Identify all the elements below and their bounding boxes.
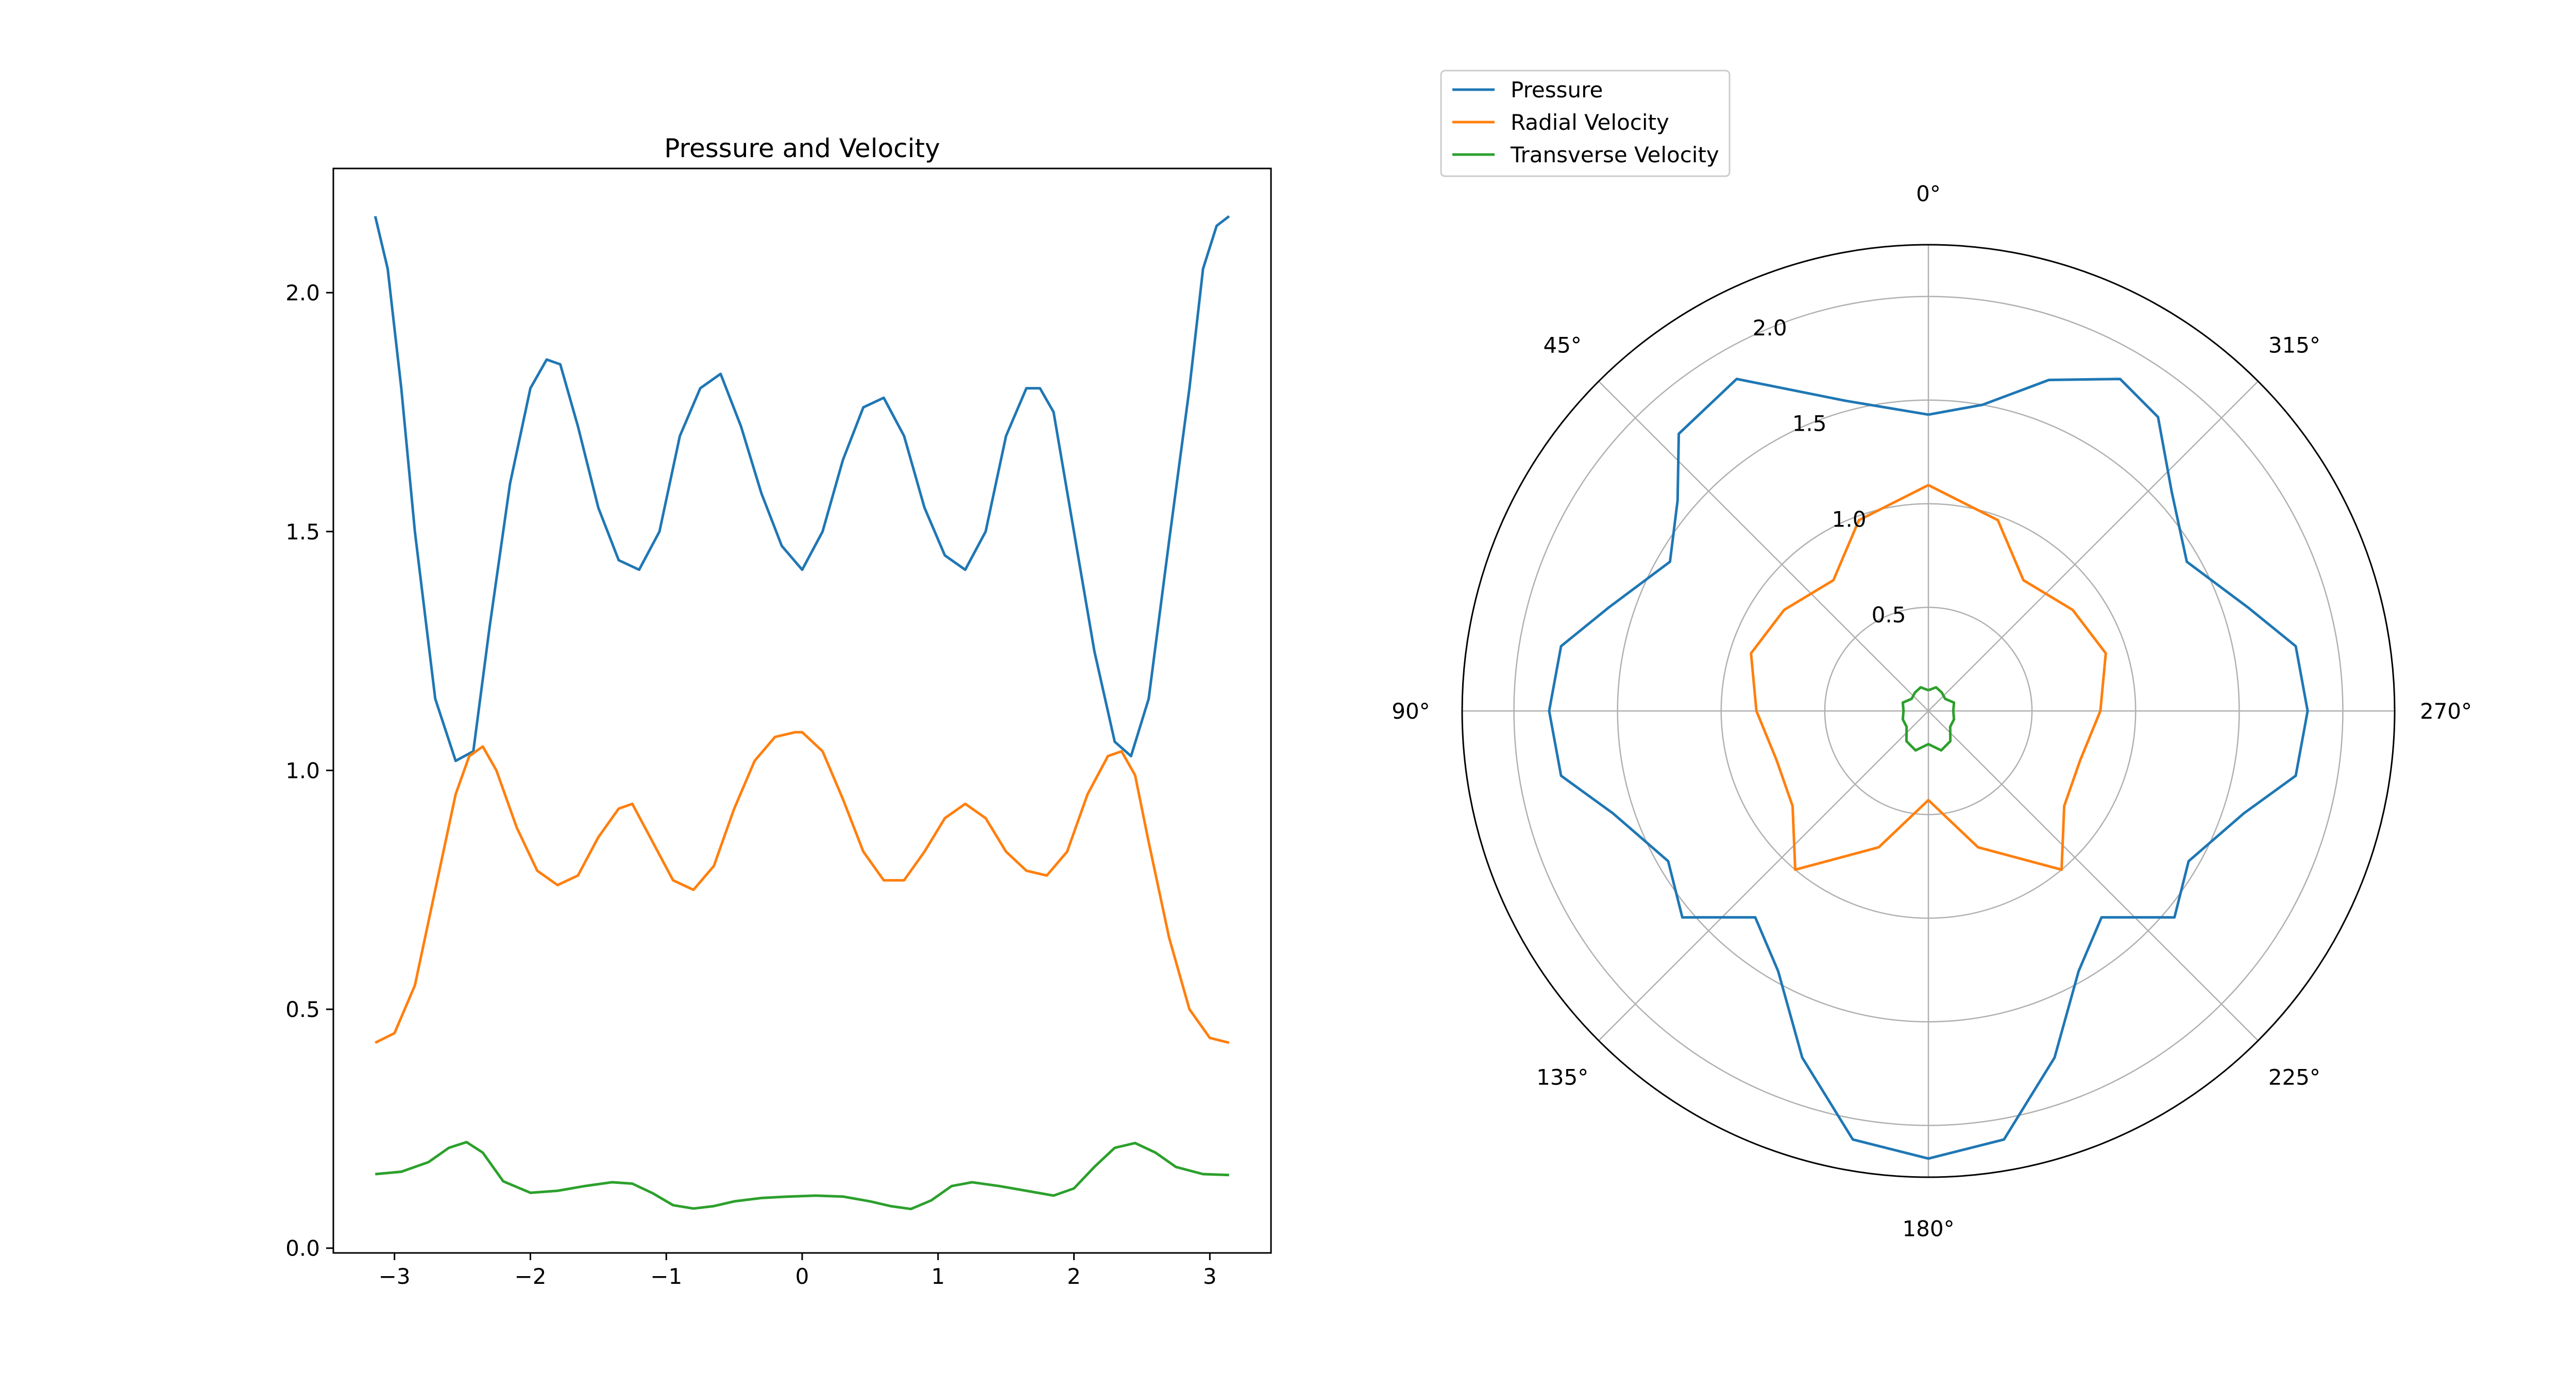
x-tick-label: 0: [795, 1264, 809, 1289]
angle-tick-label: 180°: [1902, 1216, 1954, 1242]
y-tick-label: 0.5: [285, 997, 320, 1022]
polar-grid: [1462, 245, 2395, 1177]
polar-series-1: [1548, 378, 2309, 1160]
plot-frame: [332, 167, 1272, 1254]
angle-tick-label: 45°: [1543, 333, 1581, 358]
angle-tick-labels: 0° 45° 90° 135° 180° 225° 270° 315°: [1392, 181, 2472, 1241]
chart-title: Pressure and Velocity: [664, 133, 940, 163]
x-axis-ticks: −3 −2 −1 0 1 2 3: [379, 1253, 1217, 1289]
angular-grid-line: [1928, 381, 2259, 711]
x-tick-label: 2: [1067, 1264, 1081, 1289]
line-series-1: [374, 215, 1230, 762]
x-tick-label: 1: [931, 1264, 945, 1289]
legend-box: [1440, 70, 1731, 177]
legend-items: Pressure Radial Velocity Transverse Veloci…: [1452, 77, 1719, 167]
angle-tick-label: 0°: [1916, 181, 1941, 206]
line-series-3: [375, 1141, 1229, 1211]
angular-grid-line: [1598, 381, 1929, 711]
angle-tick-label: 225°: [2268, 1064, 2320, 1090]
legend-label: Radial Velocity: [1511, 110, 1669, 135]
polar-chart: 0.5 1.0 1.5 2.0 0° 45° 90° 135° 180° 225° 270° 315…: [1392, 181, 2472, 1241]
radial-tick-label: 2.0: [1753, 315, 1787, 341]
legend-label: Transverse Velocity: [1510, 142, 1719, 167]
polar-series-3: [1901, 686, 1956, 752]
polar-series-2: [1750, 484, 2107, 871]
radial-tick-label: 1.5: [1792, 411, 1827, 436]
line-series-2: [375, 731, 1230, 1044]
line-plot-area: [374, 215, 1230, 1211]
line-chart: Pressure and Velocity −3 −2 −1 0 1 2 3 0.0 0.5 1…: [285, 133, 1272, 1289]
polar-outer-ring: [1461, 244, 2396, 1178]
angle-tick-label: 135°: [1536, 1064, 1588, 1090]
x-tick-label: −2: [515, 1264, 547, 1289]
y-axis-ticks: 0.0 0.5 1.0 1.5 2.0: [285, 280, 333, 1261]
y-tick-label: 2.0: [285, 280, 320, 306]
y-tick-label: 1.5: [285, 519, 320, 545]
angle-tick-label: 90°: [1392, 699, 1430, 724]
angular-grid-line: [1598, 710, 1929, 1041]
y-tick-label: 1.0: [285, 758, 320, 783]
legend-label: Pressure: [1511, 77, 1603, 103]
angular-grid-line: [1928, 710, 2259, 1041]
angle-tick-label: 315°: [2268, 333, 2320, 358]
legend: Pressure Radial Velocity Transverse Veloci…: [1440, 70, 1731, 177]
x-tick-label: 3: [1203, 1264, 1217, 1289]
angle-tick-label: 270°: [2420, 699, 2472, 724]
radial-tick-label: 1.0: [1832, 506, 1867, 532]
polar-series: [1548, 378, 2309, 1160]
x-tick-label: −1: [650, 1264, 682, 1289]
x-tick-label: −3: [379, 1264, 411, 1289]
radial-tick-label: 0.5: [1872, 602, 1906, 627]
y-tick-label: 0.0: [285, 1236, 320, 1261]
radial-tick-labels: 0.5 1.0 1.5 2.0: [1753, 315, 1906, 627]
